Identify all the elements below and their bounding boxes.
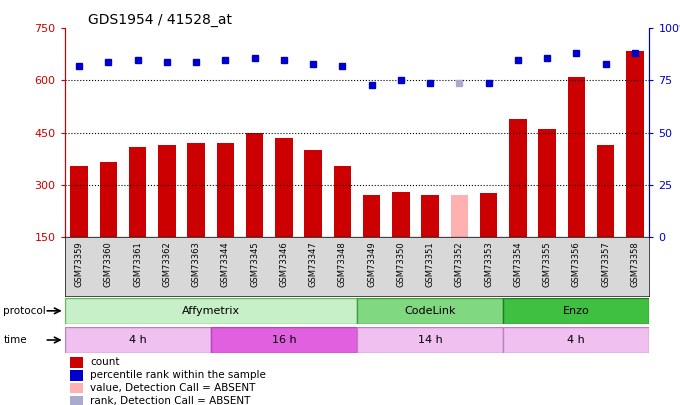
Text: protocol: protocol xyxy=(3,306,46,316)
Text: GSM73352: GSM73352 xyxy=(455,242,464,287)
Bar xyxy=(71,383,84,393)
Bar xyxy=(246,132,263,237)
Text: GSM73344: GSM73344 xyxy=(221,242,230,287)
Bar xyxy=(65,327,211,353)
Bar xyxy=(211,327,357,353)
Text: GSM73348: GSM73348 xyxy=(338,242,347,288)
Text: Enzo: Enzo xyxy=(563,306,590,316)
Text: GSM73359: GSM73359 xyxy=(75,242,84,287)
Bar xyxy=(71,357,84,368)
Text: GSM73347: GSM73347 xyxy=(309,242,318,288)
Text: 4 h: 4 h xyxy=(129,335,147,345)
Text: 14 h: 14 h xyxy=(418,335,443,345)
Bar xyxy=(451,195,468,237)
Bar xyxy=(363,195,380,237)
Text: CodeLink: CodeLink xyxy=(405,306,456,316)
Text: GSM73354: GSM73354 xyxy=(513,242,522,287)
Text: percentile rank within the sample: percentile rank within the sample xyxy=(90,371,266,380)
Bar xyxy=(626,51,643,237)
Bar xyxy=(539,129,556,237)
Bar xyxy=(100,162,117,237)
Bar xyxy=(357,327,503,353)
Text: rank, Detection Call = ABSENT: rank, Detection Call = ABSENT xyxy=(90,396,251,405)
Text: GSM73349: GSM73349 xyxy=(367,242,376,287)
Bar xyxy=(503,327,649,353)
Text: GSM73361: GSM73361 xyxy=(133,242,142,288)
Text: Affymetrix: Affymetrix xyxy=(182,306,240,316)
Bar xyxy=(129,147,146,237)
Bar xyxy=(480,194,497,237)
Bar xyxy=(357,298,503,324)
Bar xyxy=(422,195,439,237)
Text: GSM73360: GSM73360 xyxy=(104,242,113,288)
Text: 4 h: 4 h xyxy=(567,335,585,345)
Text: GSM73346: GSM73346 xyxy=(279,242,288,288)
Bar xyxy=(597,145,614,237)
Bar xyxy=(568,77,585,237)
Bar xyxy=(217,143,234,237)
Text: GSM73350: GSM73350 xyxy=(396,242,405,287)
Text: GSM73363: GSM73363 xyxy=(192,242,201,288)
Text: GSM73345: GSM73345 xyxy=(250,242,259,287)
Bar xyxy=(65,298,357,324)
Bar xyxy=(503,298,649,324)
Bar xyxy=(509,119,526,237)
Text: GSM73358: GSM73358 xyxy=(630,242,639,288)
Bar xyxy=(334,166,351,237)
Text: GDS1954 / 41528_at: GDS1954 / 41528_at xyxy=(88,13,233,27)
Text: GSM73357: GSM73357 xyxy=(601,242,610,288)
Bar xyxy=(188,143,205,237)
Text: count: count xyxy=(90,358,120,367)
Text: time: time xyxy=(3,335,27,345)
Text: GSM73353: GSM73353 xyxy=(484,242,493,288)
Bar xyxy=(71,396,84,405)
Text: value, Detection Call = ABSENT: value, Detection Call = ABSENT xyxy=(90,383,256,393)
Text: 16 h: 16 h xyxy=(271,335,296,345)
Text: GSM73355: GSM73355 xyxy=(543,242,551,287)
Bar xyxy=(275,138,292,237)
Text: GSM73362: GSM73362 xyxy=(163,242,171,288)
Bar xyxy=(158,145,175,237)
Bar xyxy=(71,166,88,237)
Bar xyxy=(392,192,409,237)
Text: GSM73356: GSM73356 xyxy=(572,242,581,288)
Bar xyxy=(71,370,84,381)
Text: GSM73351: GSM73351 xyxy=(426,242,435,287)
Bar xyxy=(305,150,322,237)
